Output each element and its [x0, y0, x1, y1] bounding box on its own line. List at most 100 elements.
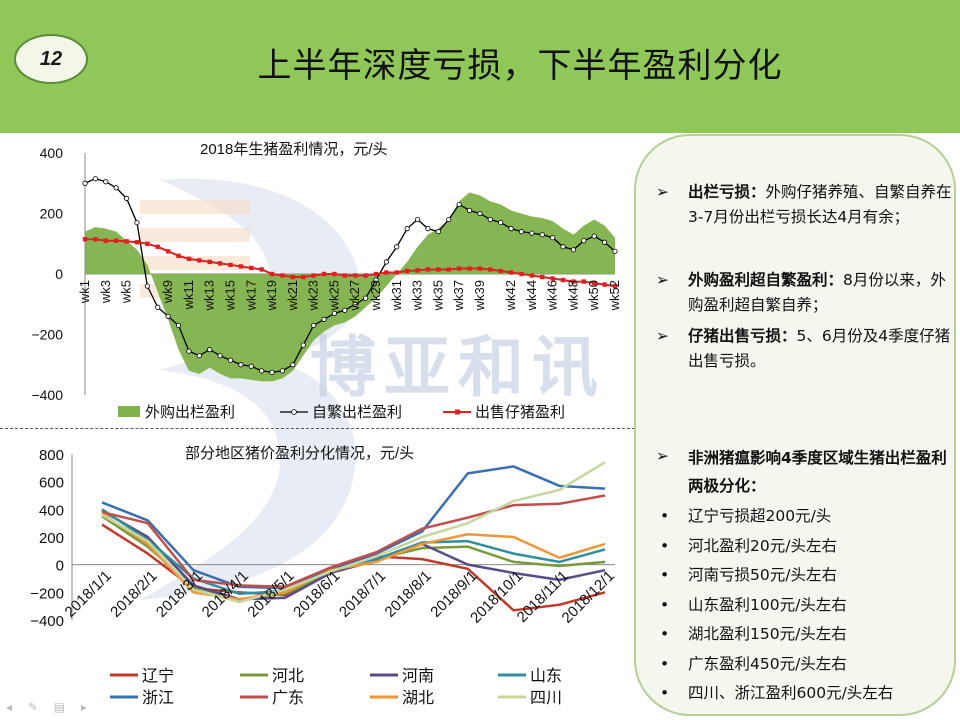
data-point-自繁出栏盈利 — [518, 229, 525, 235]
data-point-出售仔猪盈利 — [467, 266, 472, 271]
legend-label: 辽宁 — [142, 667, 174, 685]
note-text: 5、6月份及4季度仔猪出售亏损。 — [688, 327, 951, 370]
x-tick-label: wk25 — [326, 280, 341, 311]
x-tick-label: wk35 — [430, 280, 445, 311]
data-point-出售仔猪盈利 — [519, 271, 524, 277]
data-point-自繁出栏盈利 — [311, 322, 317, 329]
bullet-dot-icon: • — [660, 654, 670, 673]
data-point-出售仔猪盈利 — [394, 270, 399, 275]
data-point-自繁出栏盈利 — [103, 179, 109, 185]
x-tick-label: wk29 — [368, 280, 383, 311]
data-point-出售仔猪盈利 — [280, 273, 285, 278]
x-tick-label: wk5 — [119, 280, 134, 304]
data-point-自繁出栏盈利 — [435, 229, 441, 235]
data-point-出售仔猪盈利 — [529, 273, 535, 278]
data-point-自繁出栏盈利 — [165, 313, 171, 319]
x-tick-label: wk19 — [264, 280, 279, 311]
data-point-自繁出栏盈利 — [550, 235, 556, 241]
data-point-出售仔猪盈利 — [321, 271, 327, 277]
y-tick-label: 400 — [39, 502, 64, 519]
note-text: 8月份以来，外购盈利超自繁自养； — [688, 271, 946, 314]
data-point-出售仔猪盈利 — [446, 267, 451, 272]
x-tick-label: wk13 — [202, 280, 217, 311]
data-point-出售仔猪盈利 — [612, 283, 618, 289]
data-point-自繁出栏盈利 — [144, 283, 150, 289]
data-point-出售仔猪盈利 — [207, 259, 212, 265]
data-point-自繁出栏盈利 — [591, 233, 597, 239]
bullet-dot-icon: • — [660, 684, 670, 702]
data-point-出售仔猪盈利 — [550, 276, 555, 281]
series-line-出售仔猪盈利 — [85, 238, 616, 288]
data-point-出售仔猪盈利 — [82, 237, 88, 242]
data-point-出售仔猪盈利 — [259, 267, 264, 272]
arrow-bullet-icon: ➢ — [656, 447, 669, 465]
data-point-自繁出栏盈利 — [373, 277, 379, 283]
header-band — [0, 0, 960, 133]
x-tick-label: 2018/7/1 — [336, 567, 389, 620]
data-point-出售仔猪盈利 — [425, 267, 431, 272]
data-point-出售仔猪盈利 — [498, 268, 503, 274]
data-point-出售仔猪盈利 — [93, 237, 98, 242]
arrow-bullet-icon: ➢ — [656, 327, 669, 345]
data-point-出售仔猪盈利 — [436, 267, 441, 272]
x-tick-label: 2018/1/1 — [62, 567, 115, 620]
x-tick-label: wk48 — [565, 280, 580, 311]
bullet-dot-icon: • — [660, 536, 670, 555]
legend-label: 河南 — [402, 667, 434, 685]
data-point-自繁出栏盈利 — [175, 322, 182, 329]
data-point-出售仔猪盈利 — [581, 279, 587, 284]
data-point-出售仔猪盈利 — [488, 267, 493, 272]
arrow-bullet-icon: ➢ — [656, 183, 669, 201]
data-point-自繁出栏盈利 — [352, 301, 358, 307]
data-point-出售仔猪盈利 — [456, 266, 462, 271]
x-tick-label: 2018/8/1 — [382, 567, 435, 620]
data-point-出售仔猪盈利 — [560, 277, 566, 283]
data-point-自繁出栏盈利 — [383, 259, 389, 265]
data-point-出售仔猪盈利 — [342, 273, 348, 278]
series-line-湖北 — [101, 512, 606, 601]
legend-label: 自繁出栏盈利 — [312, 404, 402, 421]
data-point-出售仔猪盈利 — [228, 262, 233, 268]
data-point-出售仔猪盈利 — [155, 244, 160, 249]
arrow-bullet-icon: ➢ — [656, 271, 669, 289]
y-tick-label: −400 — [31, 387, 63, 403]
watermark-text: 博亚和讯 — [310, 330, 606, 404]
data-point-出售仔猪盈利 — [301, 274, 306, 280]
data-point-出售仔猪盈利 — [165, 249, 171, 254]
legend-label: 河北 — [272, 667, 304, 685]
data-point-出售仔猪盈利 — [592, 280, 597, 286]
data-point-自繁出栏盈利 — [207, 347, 213, 353]
data-point-自繁出栏盈利 — [300, 342, 306, 348]
data-point-自繁出栏盈利 — [414, 216, 421, 223]
data-point-自繁出栏盈利 — [508, 226, 514, 232]
data-point-出售仔猪盈利 — [384, 270, 389, 275]
y-tick-label: 200 — [39, 530, 64, 547]
y-tick-label: −400 — [30, 613, 64, 630]
summary-panel — [634, 134, 956, 716]
y-tick-label: 0 — [56, 558, 64, 575]
data-point-出售仔猪盈利 — [290, 274, 296, 280]
legend-label: 出售仔猪盈利 — [475, 404, 565, 421]
y-tick-label: −200 — [30, 585, 64, 602]
data-point-自繁出栏盈利 — [581, 238, 587, 244]
data-point-自繁出栏盈利 — [238, 362, 244, 368]
series-line-四川 — [101, 461, 606, 604]
y-tick-label: 800 — [39, 447, 64, 464]
data-point-出售仔猪盈利 — [571, 279, 576, 284]
x-tick-label: wk11 — [181, 280, 196, 310]
chart-title: 部分地区猪价盈利分化情况，元/头 — [185, 445, 414, 462]
note-text: 外购仔猪养殖、自繁自养在3-7月份出栏亏损长达4月有余； — [688, 183, 952, 226]
data-point-出售仔猪盈利 — [124, 239, 129, 244]
data-point-自繁出栏盈利 — [123, 195, 130, 201]
data-point-出售仔猪盈利 — [217, 261, 223, 266]
x-tick-label: 2018/2/1 — [107, 567, 160, 620]
note-heading: 外购盈利超自繁盈利： — [688, 271, 844, 289]
chart-title: 2018年生猪盈利情况，元/头 — [200, 141, 388, 158]
x-tick-label: wk27 — [347, 280, 362, 311]
data-point-自繁出栏盈利 — [196, 353, 202, 359]
x-tick-label: wk15 — [222, 280, 237, 311]
data-point-出售仔猪盈利 — [477, 266, 483, 271]
y-tick-label: 200 — [40, 206, 64, 222]
x-axis: wk1 wk3 wk5 wk9 wk11 wk13 wk15 wk17 wk19 wk21 wk23… — [77, 280, 622, 311]
